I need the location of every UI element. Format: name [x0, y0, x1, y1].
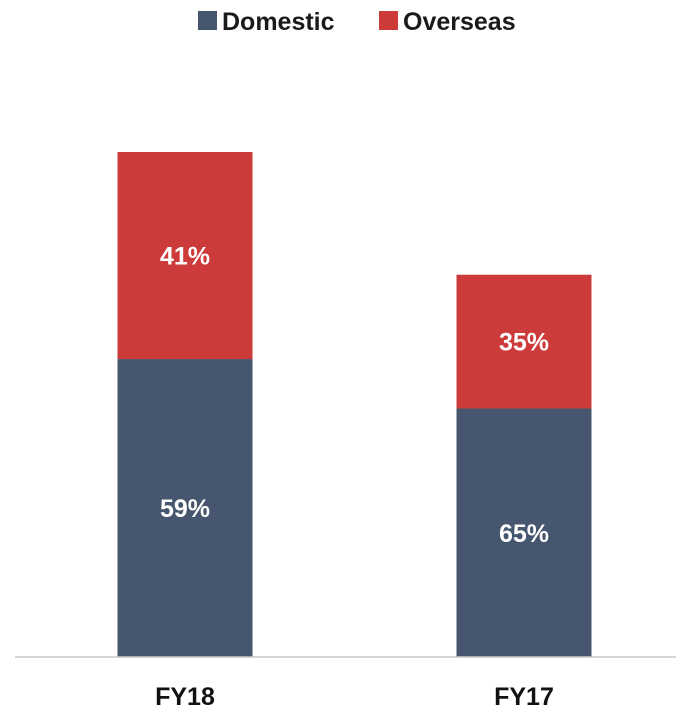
data-label-overseas-fy18: 41% [160, 243, 210, 271]
bars [117, 152, 592, 657]
data-label-domestic-fy17: 65% [499, 520, 549, 548]
legend-label-overseas: Overseas [403, 8, 516, 36]
data-labels: 59% 41% 65% 35% [160, 243, 549, 548]
legend-swatch-overseas [379, 11, 398, 30]
bar-domestic-fy17 [456, 408, 592, 657]
legend: Domestic Overseas [198, 8, 516, 36]
x-axis-label-fy17: FY17 [494, 683, 554, 711]
data-label-domestic-fy18: 59% [160, 495, 210, 523]
x-axis-labels: FY18 FY17 [155, 683, 554, 711]
x-axis-label-fy18: FY18 [155, 683, 215, 711]
legend-label-domestic: Domestic [222, 8, 335, 36]
data-label-overseas-fy17: 35% [499, 329, 549, 357]
bar-overseas-fy18 [117, 152, 253, 360]
legend-swatch-domestic [198, 11, 217, 30]
bar-overseas-fy17 [456, 274, 592, 409]
bar-domestic-fy18 [117, 359, 253, 657]
